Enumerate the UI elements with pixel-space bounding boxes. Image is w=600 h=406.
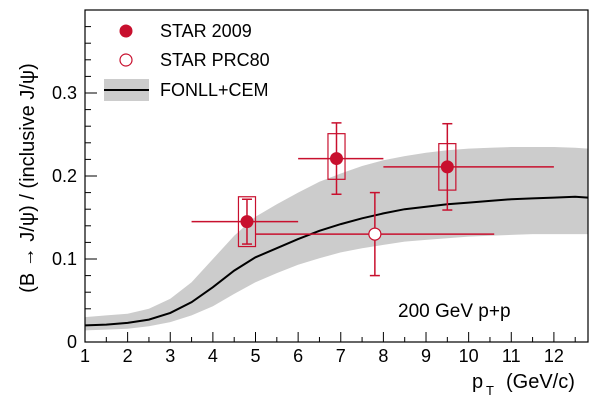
- x-axis-label-subscript: T: [486, 383, 494, 398]
- legend-label: STAR PRC80: [160, 50, 270, 70]
- filled-marker: [240, 215, 254, 229]
- x-tick-label: 3: [165, 346, 175, 366]
- x-tick-label: 11: [502, 346, 521, 366]
- legend-entry-fonll-cem: FONLL+CEM: [104, 79, 269, 101]
- x-tick-label: 1: [80, 346, 90, 366]
- legend-label: FONLL+CEM: [160, 80, 269, 100]
- fonll-central-line: [84, 195, 589, 327]
- y-tick-label: 0.1: [52, 249, 77, 269]
- x-tick-label: 10: [459, 346, 479, 366]
- x-tick-label: 9: [421, 346, 431, 366]
- legend-entry-star-2009: STAR 2009: [119, 21, 252, 41]
- legend-marker-open: [119, 53, 133, 67]
- legend: STAR 2009 STAR PRC80 FONLL+CEM: [104, 21, 270, 101]
- energy-annotation: 200 GeV p+p: [398, 301, 511, 322]
- x-tick-label: 2: [123, 346, 133, 366]
- open-marker: [368, 227, 382, 241]
- fonll-uncertainty-band: [85, 147, 588, 331]
- x-tick-label: 7: [336, 346, 346, 366]
- fonll-line-layer: [84, 195, 589, 327]
- x-axis-label-main: p: [472, 371, 483, 393]
- x-tick-label: 5: [251, 346, 261, 366]
- legend-label: STAR 2009: [160, 21, 252, 41]
- legend-marker-filled: [119, 24, 133, 38]
- systematic-box: [438, 143, 457, 191]
- x-tick-label: 6: [293, 346, 303, 366]
- x-tick-label: 4: [208, 346, 218, 366]
- data-point: [191, 196, 299, 248]
- data-point: [383, 122, 554, 211]
- x-tick-label: 12: [544, 346, 564, 366]
- y-tick-label: 0.2: [52, 166, 77, 186]
- systematic-box: [237, 196, 257, 248]
- data-point: [255, 191, 495, 277]
- filled-marker: [330, 152, 343, 166]
- x-axis-label-unit: (GeV/c): [506, 371, 575, 393]
- x-tick-label: 8: [378, 346, 388, 366]
- y-tick-label: 0.3: [52, 83, 77, 103]
- y-axis-label: (B → J/ψ) / (inclusive J/ψ): [17, 63, 39, 293]
- data-point: [298, 122, 384, 196]
- fonll-band-layer: [85, 147, 588, 331]
- filled-marker: [440, 160, 454, 174]
- y-tick-label: 0: [67, 332, 77, 352]
- legend-entry-star-prc80: STAR PRC80: [119, 50, 270, 70]
- systematic-box: [327, 133, 346, 180]
- data-points-layer: [191, 122, 554, 277]
- x-axis-title: p T (GeV/c): [472, 371, 575, 398]
